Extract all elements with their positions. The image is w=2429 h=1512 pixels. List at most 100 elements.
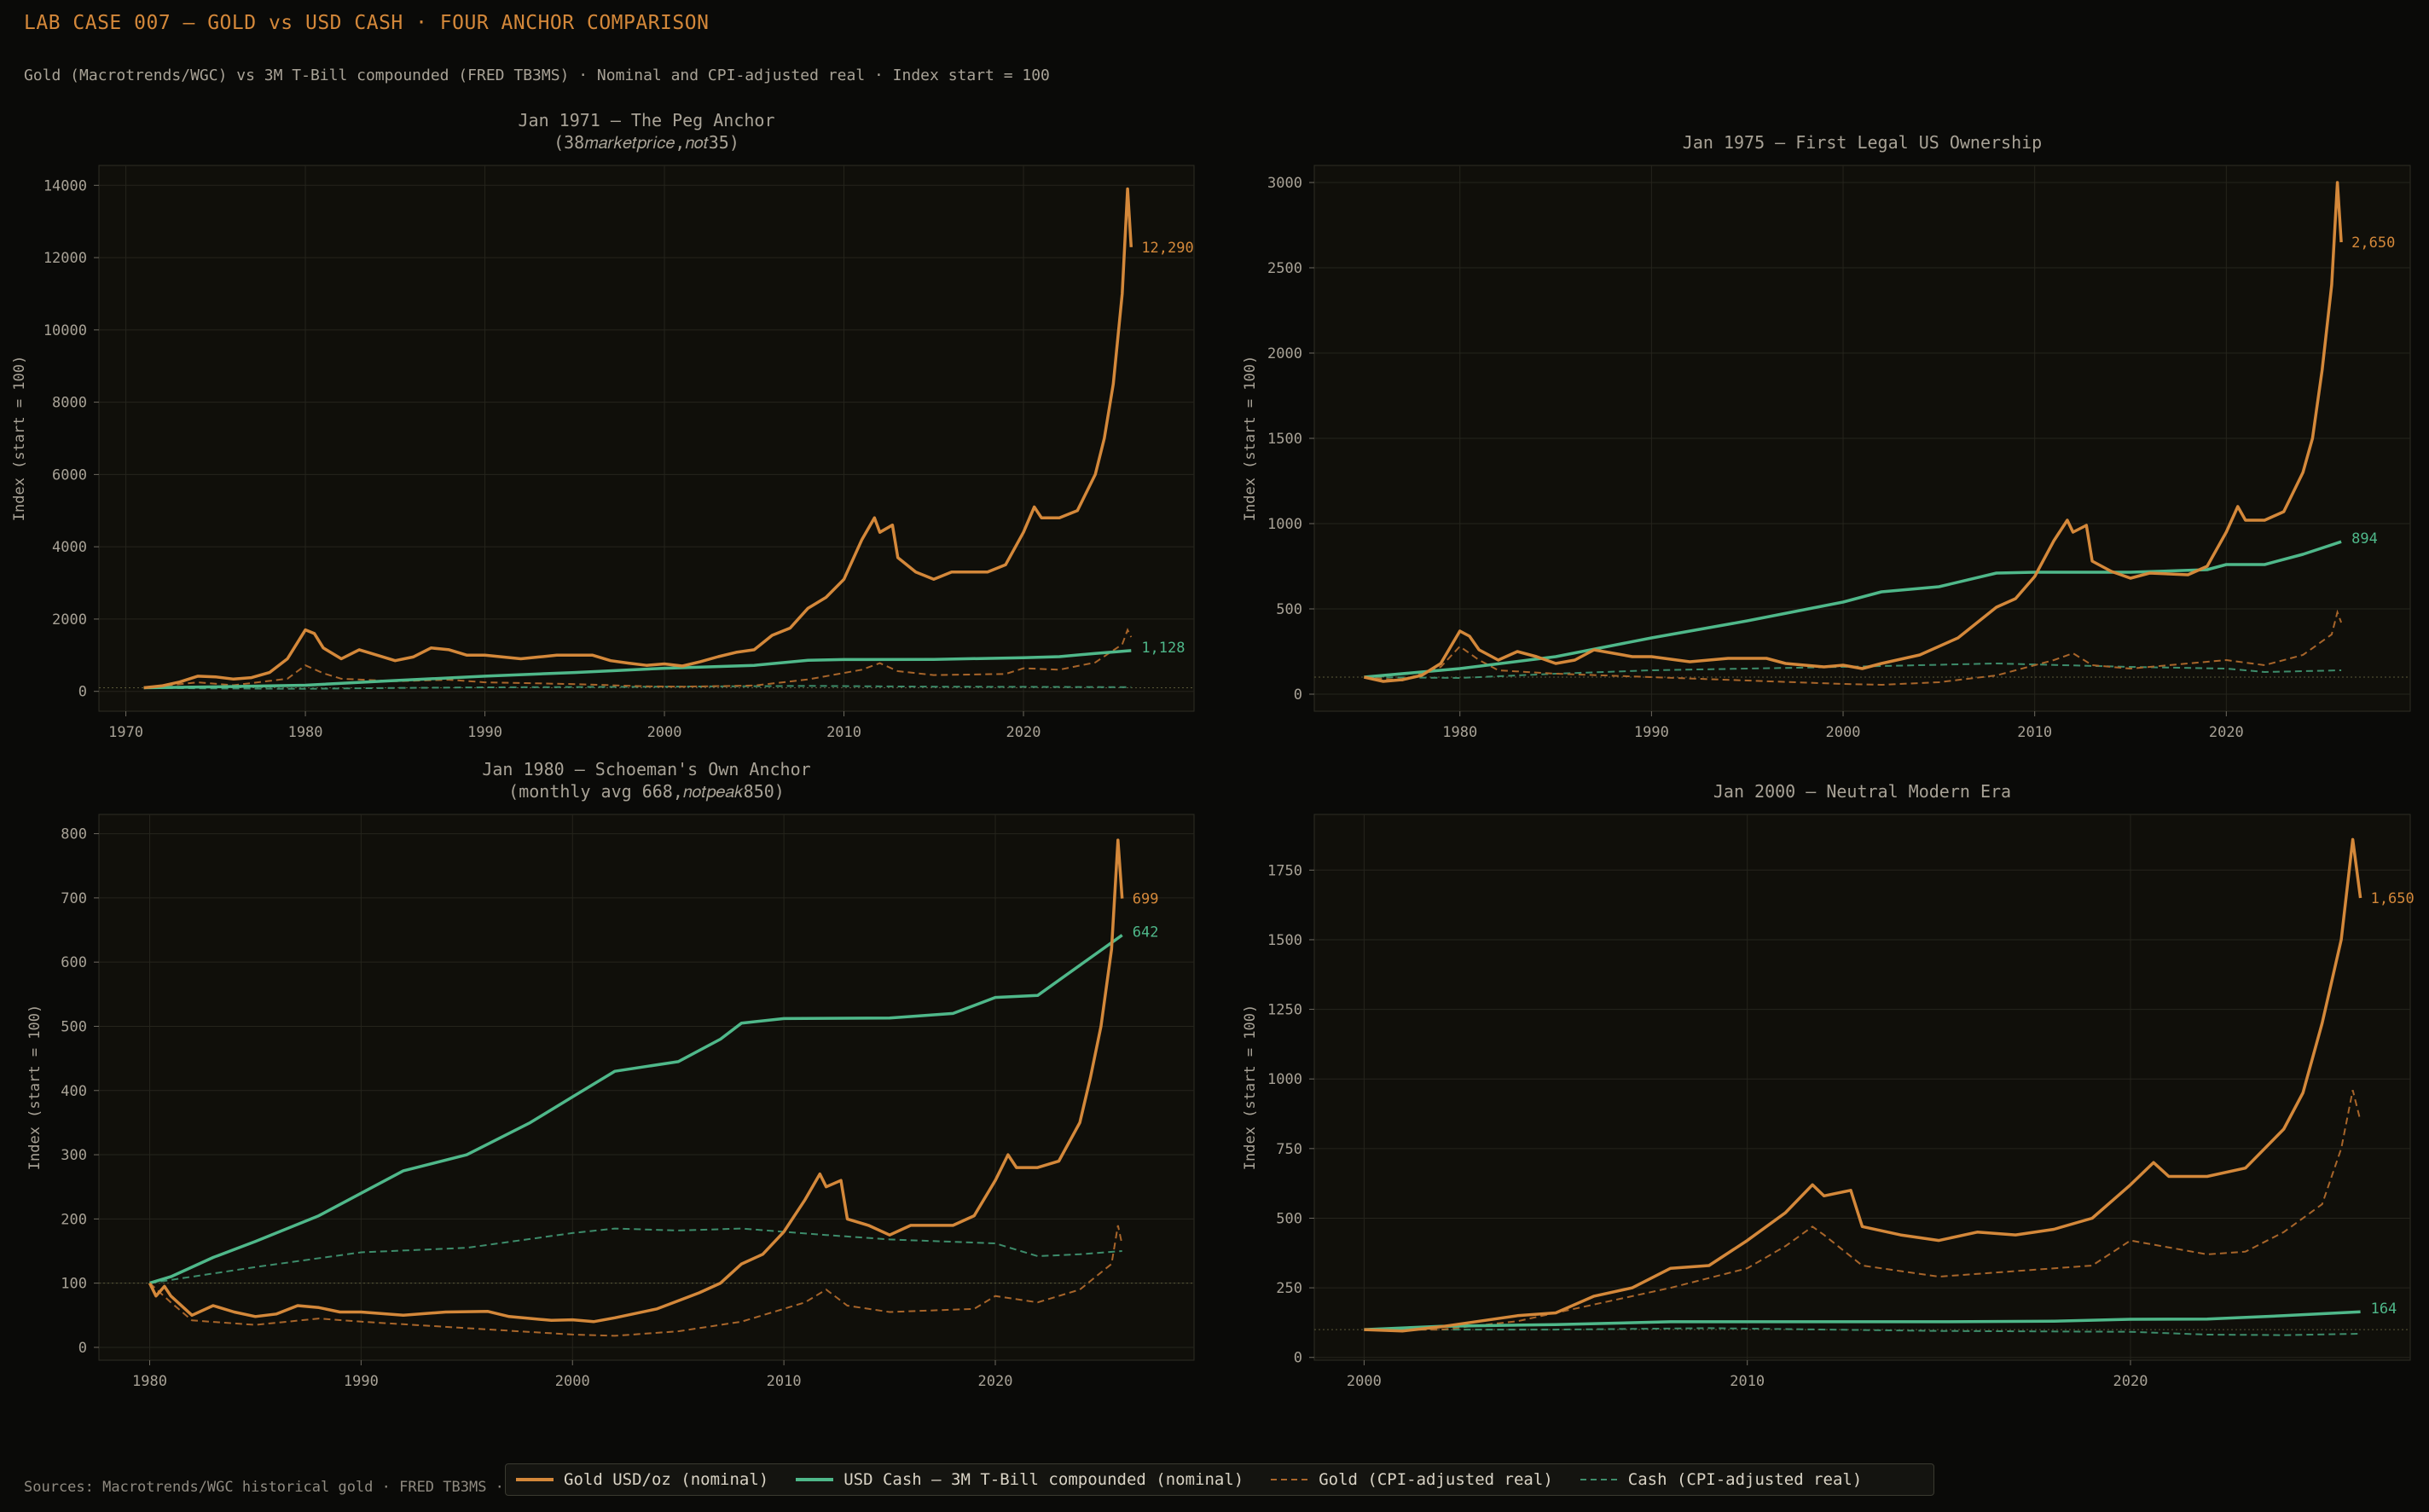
chart-title: Jan 2000 — Neutral Modern Era <box>1713 781 2012 802</box>
legend-label: Cash (CPI-adjusted real) <box>1627 1470 1863 1489</box>
y-tick-label: 250 <box>1276 1280 1302 1297</box>
y-axis-label: Index (start = 100) <box>26 1005 43 1170</box>
x-tick-label: 2000 <box>555 1373 590 1390</box>
legend-label: Gold (CPI-adjusted real) <box>1319 1470 1553 1489</box>
chart-title: Jan 1980 — Schoeman's Own Anchor <box>482 759 811 779</box>
page-title: LAB CASE 007 — GOLD vs USD CASH · FOUR A… <box>24 12 710 34</box>
y-tick-label: 300 <box>61 1147 87 1164</box>
series-cash-nominal <box>148 934 1123 1285</box>
legend-label: USD Cash — 3M T-Bill compounded (nominal… <box>843 1470 1244 1489</box>
end-label-gold: 699 <box>1133 891 1159 908</box>
legend-swatch-gold-real <box>1271 1479 1309 1480</box>
y-tick-label: 1000 <box>1267 516 1302 533</box>
series-cash-nominal <box>1364 1310 2361 1331</box>
legend-item-gold-real: Gold (CPI-adjusted real) <box>1271 1470 1553 1489</box>
end-label-cash: 642 <box>1133 924 1159 941</box>
chart-subtitle: (monthly avg 668,𝑛𝑜𝑡𝑝𝑒𝑎𝑘850) <box>508 781 785 802</box>
y-tick-label: 1500 <box>1267 932 1302 949</box>
legend-item-gold-nominal: Gold USD/oz (nominal) <box>516 1470 768 1489</box>
y-tick-label: 8000 <box>52 395 87 412</box>
y-tick-label: 600 <box>61 954 87 971</box>
chart-panel-2000: Jan 2000 — Neutral Modern Era 2000 2010 20… <box>1242 781 2415 1390</box>
y-tick-label: 500 <box>1276 1210 1302 1227</box>
x-tick-label: 1970 <box>108 724 143 741</box>
chart-1971: 1970 1980 1990 2000 2010 2020 0 2000 4000 6000 800… <box>11 165 1195 741</box>
x-tick-label: 2010 <box>826 724 861 741</box>
y-tick-label: 700 <box>61 890 87 907</box>
y-axis-label: Index (start = 100) <box>1242 1005 1259 1170</box>
x-tick-label: 2020 <box>2113 1373 2148 1390</box>
series-cash-real <box>1364 1327 2361 1336</box>
y-tick-label: 0 <box>78 1340 87 1357</box>
y-tick-label: 100 <box>61 1276 87 1293</box>
end-label-cash: 1,128 <box>1141 640 1185 657</box>
chart-panel-1971: Jan 1971 — The Peg Anchor (38𝑚𝑎𝑟𝑘𝑒𝑡𝑝𝑟𝑖𝑐𝑒… <box>0 0 1214 742</box>
series-cash-real <box>1364 662 2342 680</box>
x-tick-label: 2020 <box>1006 724 1041 741</box>
end-label-gold: 2,650 <box>2351 235 2395 252</box>
plot-area <box>98 165 1195 712</box>
x-tick-label: 2010 <box>1730 1373 1765 1390</box>
series-gold-real <box>1364 1090 2362 1331</box>
series-gold-nominal <box>1364 181 2343 683</box>
y-axis-label: Index (start = 100) <box>11 356 28 521</box>
chart-subtitle: (38𝑚𝑎𝑟𝑘𝑒𝑡𝑝𝑟𝑖𝑐𝑒,𝑛𝑜𝑡35) <box>554 132 739 153</box>
x-tick-label: 2020 <box>978 1373 1013 1390</box>
y-tick-label: 1000 <box>1267 1071 1302 1088</box>
x-tick-label: 1990 <box>1634 724 1669 741</box>
series-cash-real <box>143 685 1132 690</box>
chart-1980: 1980 1990 2000 2010 2020 0 100 200 300 400 500 600 7… <box>26 814 1195 1390</box>
legend-label: Gold USD/oz (nominal) <box>564 1470 769 1489</box>
x-tick-label: 1980 <box>288 724 323 741</box>
legend-swatch-cash-real <box>1580 1479 1618 1480</box>
series-gold-nominal <box>148 838 1124 1324</box>
y-tick-label: 3000 <box>1267 175 1302 192</box>
chart-2000: 2000 2010 2020 0 250 500 750 1000 1250 1500 1750 In… <box>1242 814 2415 1390</box>
x-tick-label: 2000 <box>647 724 682 741</box>
y-tick-label: 12000 <box>43 250 87 267</box>
y-tick-label: 400 <box>61 1083 87 1100</box>
plot-area <box>98 814 1195 1361</box>
y-tick-label: 800 <box>61 826 87 843</box>
y-tick-label: 2500 <box>1267 260 1302 277</box>
y-tick-label: 2000 <box>1267 345 1302 362</box>
y-tick-label: 0 <box>1294 686 1302 704</box>
y-tick-label: 1250 <box>1267 1002 1302 1019</box>
plot-area <box>1313 814 2411 1361</box>
legend-item-cash-nominal: USD Cash — 3M T-Bill compounded (nominal… <box>796 1470 1243 1489</box>
x-tick-label: 1990 <box>344 1373 379 1390</box>
end-label-cash: 164 <box>2371 1301 2397 1318</box>
series-gold-nominal <box>1364 837 2362 1333</box>
series-gold-real <box>1364 609 2343 686</box>
y-tick-label: 14000 <box>43 177 87 194</box>
y-tick-label: 10000 <box>43 322 87 339</box>
y-axis-label: Index (start = 100) <box>1242 356 1259 521</box>
series-cash-real <box>149 1227 1122 1284</box>
x-tick-label: 1980 <box>132 1373 167 1390</box>
chart-title: Jan 1971 — The Peg Anchor <box>518 110 775 130</box>
y-tick-label: 500 <box>1276 601 1302 618</box>
chart-panel-1975: Jan 1975 — First Legal US Ownership 1980… <box>0 0 2429 742</box>
chart-title: Jan 1975 — First Legal US Ownership <box>1682 132 2043 153</box>
legend-item-cash-real: Cash (CPI-adjusted real) <box>1580 1470 1863 1489</box>
legend: Gold USD/oz (nominal) USD Cash — 3M T-Bi… <box>505 1463 1934 1496</box>
series-gold-real <box>143 628 1133 689</box>
end-label-cash: 894 <box>2351 530 2378 547</box>
end-label-gold: 12,290 <box>1141 240 1193 257</box>
y-tick-label: 200 <box>61 1211 87 1228</box>
x-tick-label: 1990 <box>467 724 502 741</box>
y-tick-label: 2000 <box>52 611 87 629</box>
x-tick-label: 2010 <box>767 1373 802 1390</box>
series-gold-nominal <box>143 187 1133 690</box>
legend-swatch-gold-nominal <box>516 1478 554 1481</box>
y-tick-label: 500 <box>61 1018 87 1035</box>
x-tick-label: 2020 <box>2209 724 2244 741</box>
series-cash-nominal <box>1364 540 2342 679</box>
x-tick-label: 2000 <box>1347 1373 1382 1390</box>
x-tick-label: 2000 <box>1826 724 1861 741</box>
legend-swatch-cash-nominal <box>796 1478 834 1481</box>
x-tick-label: 2010 <box>2017 724 2052 741</box>
x-tick-label: 1980 <box>1442 724 1477 741</box>
y-tick-label: 0 <box>1294 1350 1302 1367</box>
series-cash-nominal <box>143 649 1132 690</box>
